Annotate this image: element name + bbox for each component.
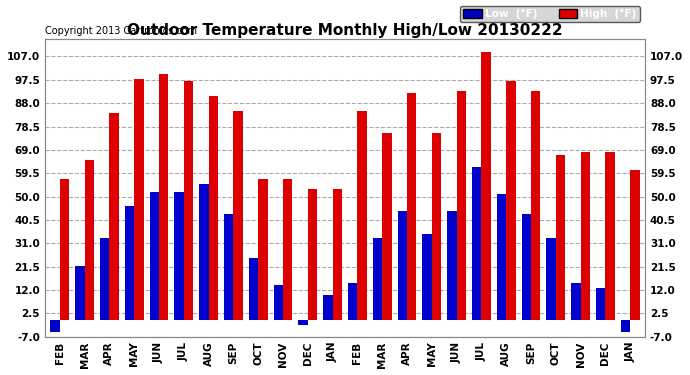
- Bar: [233, 111, 243, 320]
- Bar: [184, 81, 193, 320]
- Bar: [457, 91, 466, 320]
- Bar: [100, 238, 110, 320]
- Bar: [273, 285, 283, 320]
- Bar: [348, 283, 357, 320]
- Bar: [199, 184, 208, 320]
- Bar: [482, 52, 491, 320]
- Bar: [596, 288, 605, 320]
- Bar: [308, 189, 317, 320]
- Bar: [555, 155, 565, 320]
- Bar: [422, 234, 432, 320]
- Bar: [85, 160, 94, 320]
- Bar: [472, 167, 482, 320]
- Bar: [224, 214, 233, 320]
- Bar: [208, 96, 218, 320]
- Bar: [283, 180, 293, 320]
- Bar: [135, 79, 144, 320]
- Bar: [621, 320, 630, 332]
- Bar: [531, 91, 540, 320]
- Bar: [333, 189, 342, 320]
- Bar: [60, 180, 69, 320]
- Bar: [397, 211, 407, 320]
- Bar: [447, 211, 457, 320]
- Legend: Low  (°F), High  (°F): Low (°F), High (°F): [460, 6, 640, 22]
- Bar: [357, 111, 367, 320]
- Bar: [50, 320, 60, 332]
- Bar: [546, 238, 555, 320]
- Bar: [407, 93, 417, 320]
- Title: Outdoor Temperature Monthly High/Low 20130222: Outdoor Temperature Monthly High/Low 201…: [127, 23, 563, 38]
- Bar: [150, 192, 159, 320]
- Bar: [75, 266, 85, 320]
- Bar: [298, 320, 308, 324]
- Bar: [522, 214, 531, 320]
- Bar: [382, 133, 392, 320]
- Bar: [249, 258, 258, 320]
- Bar: [125, 207, 135, 320]
- Bar: [323, 295, 333, 320]
- Bar: [258, 180, 268, 320]
- Bar: [373, 238, 382, 320]
- Bar: [497, 194, 506, 320]
- Text: Copyright 2013 Cartronics.com: Copyright 2013 Cartronics.com: [45, 26, 197, 36]
- Bar: [580, 152, 590, 320]
- Bar: [506, 81, 515, 320]
- Bar: [630, 170, 640, 320]
- Bar: [605, 152, 615, 320]
- Bar: [159, 74, 168, 320]
- Bar: [110, 113, 119, 320]
- Bar: [571, 283, 580, 320]
- Bar: [432, 133, 441, 320]
- Bar: [175, 192, 184, 320]
